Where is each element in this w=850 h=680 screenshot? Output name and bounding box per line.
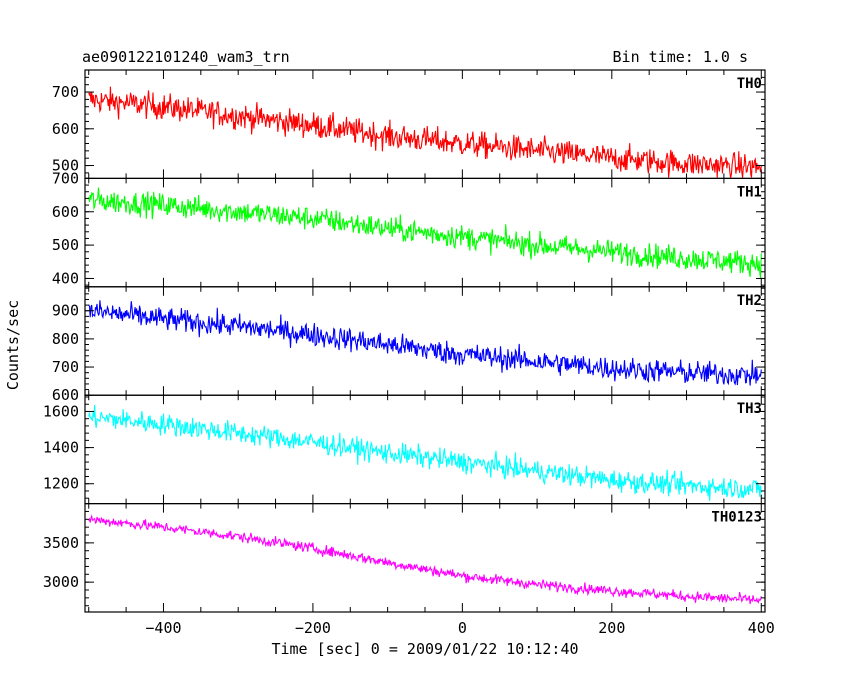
panel-label-th0123: TH0123 [711,510,762,526]
panels-group: 500 600 700 TH0 400 500 600 700 TH1 600 700 800 900 T… [43,69,766,613]
y-tick-label: 800 [52,330,79,348]
y-tick-label: 700 [52,358,79,376]
x-tick-label: 0 [458,619,467,637]
y-tick-label: 1200 [43,475,79,493]
series-line-th3 [88,404,762,501]
y-tick-label: 600 [52,120,79,138]
x-tick-label: −400 [145,619,181,637]
series-line-th0 [88,86,762,179]
y-tick-label: 600 [52,386,79,404]
y-tick-label: 1400 [43,439,79,457]
x-tick-label: 200 [598,619,625,637]
x-tick-label: −200 [295,619,331,637]
series-line-th2 [88,300,762,386]
series-line-th0123 [88,514,762,605]
panel-label-th3: TH3 [737,401,762,417]
y-tick-label: 1600 [43,402,79,420]
series-line-th1 [88,187,762,279]
y-tick-label: 700 [52,83,79,101]
y-tick-label: 900 [52,302,79,320]
bin-time-label: Bin time: 1.0 s [613,48,748,66]
y-tick-label: 600 [52,203,79,221]
x-axis-label: Time [sec] 0 = 2009/01/22 10:12:40 [271,640,578,658]
panel-label-th0: TH0 [737,76,762,92]
y-axis-label: Counts/sec [4,300,22,390]
y-tick-label: 3500 [43,534,79,552]
y-tick-label: 400 [52,269,79,287]
y-tick-label: 700 [52,169,79,187]
y-tick-label: 500 [52,157,79,175]
y-tick-label: 3000 [43,573,79,591]
x-tick-labels: −400 −200 0 200 400 [145,619,774,637]
panel-label-th2: TH2 [737,293,762,309]
x-tick-label: 400 [748,619,775,637]
chart-title: ae090122101240_wam3_trn [82,48,290,66]
panel-label-th1: TH1 [737,184,762,200]
y-tick-label: 500 [52,236,79,254]
panel-frame-th2 [84,286,766,396]
